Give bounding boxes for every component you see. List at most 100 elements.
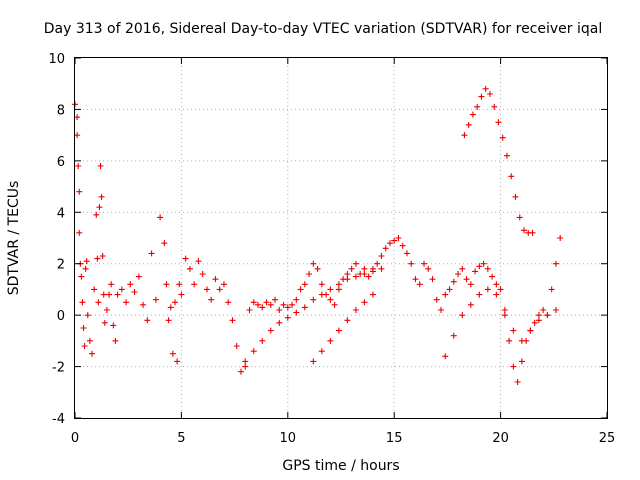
data-point: [186, 265, 193, 272]
data-point: [301, 281, 308, 288]
data-point: [96, 204, 103, 211]
data-point: [293, 296, 300, 303]
data-point: [552, 307, 559, 313]
data-point: [506, 337, 513, 344]
data-point: [165, 317, 172, 324]
data-point: [310, 260, 317, 267]
data-point: [259, 304, 266, 311]
data-point: [76, 229, 83, 236]
data-point: [352, 260, 359, 267]
data-point: [272, 296, 279, 303]
data-point: [476, 263, 483, 270]
data-point: [250, 348, 257, 355]
x-tick-label: 5: [177, 431, 185, 446]
data-point: [501, 312, 508, 319]
data-point: [306, 271, 313, 277]
data-point: [172, 299, 179, 306]
data-point: [74, 132, 81, 139]
y-tick-label: 8: [57, 103, 65, 118]
data-point: [140, 301, 147, 308]
x-tick-label: 20: [492, 431, 509, 446]
data-point: [352, 273, 359, 280]
data-point: [216, 286, 223, 293]
data-point: [76, 188, 83, 195]
data-point: [344, 317, 351, 324]
data-point: [514, 379, 521, 385]
data-point: [484, 265, 491, 272]
data-point: [108, 281, 115, 288]
data-point: [97, 163, 104, 169]
data-point: [438, 307, 445, 313]
data-point: [482, 85, 489, 92]
data-point: [242, 358, 249, 365]
data-point: [237, 368, 244, 375]
data-point: [486, 91, 493, 97]
data-point: [442, 291, 449, 298]
data-point: [93, 211, 100, 218]
data-point: [544, 312, 551, 319]
data-point: [450, 278, 457, 285]
data-point: [114, 291, 121, 298]
data-point: [176, 281, 183, 288]
data-point: [548, 286, 555, 293]
data-point: [344, 276, 351, 283]
data-point: [408, 260, 415, 267]
x-tick-label: 15: [386, 431, 403, 446]
data-point: [167, 304, 174, 311]
data-point: [297, 286, 304, 293]
data-point: [510, 363, 517, 370]
data-point: [83, 258, 90, 265]
data-point: [335, 281, 342, 288]
data-point: [81, 343, 88, 349]
data-point: [229, 317, 236, 324]
data-point: [501, 307, 508, 313]
data-point: [310, 358, 317, 365]
data-point: [446, 286, 453, 293]
data-point: [465, 121, 472, 128]
data-point: [103, 307, 110, 313]
x-tick-label: 10: [280, 431, 297, 446]
data-point: [212, 276, 219, 283]
data-point: [89, 350, 96, 357]
data-point: [199, 271, 206, 277]
data-point: [540, 307, 547, 313]
data-point: [293, 309, 300, 316]
data-point: [461, 132, 468, 139]
data-point: [225, 299, 232, 306]
data-point: [361, 299, 368, 306]
data-point: [365, 273, 372, 280]
data-point: [208, 296, 215, 303]
data-point: [489, 273, 496, 280]
data-point: [191, 281, 198, 288]
data-point: [301, 304, 308, 311]
data-point: [276, 319, 283, 326]
data-point: [203, 286, 210, 293]
grid-layer: [75, 58, 607, 418]
y-tick-label: 0: [57, 309, 65, 324]
data-point: [348, 265, 355, 272]
data-point: [335, 327, 342, 334]
data-point: [459, 265, 466, 272]
data-point: [442, 353, 449, 360]
data-point: [112, 337, 119, 344]
data-point: [148, 250, 155, 257]
data-point: [391, 237, 398, 244]
data-point: [327, 286, 334, 293]
data-point: [535, 312, 542, 319]
plot-frame: [74, 57, 608, 419]
data-point: [255, 301, 262, 308]
data-point: [491, 103, 498, 110]
data-point: [510, 327, 517, 334]
data-point: [118, 286, 125, 293]
data-point: [476, 291, 483, 298]
data-point: [420, 260, 427, 267]
y-axis-label: SDTVAR / TECUs: [6, 181, 22, 296]
data-point: [135, 273, 142, 280]
data-point: [161, 240, 168, 247]
y-tick-label: 6: [57, 155, 65, 170]
data-point: [331, 301, 338, 308]
data-point: [157, 214, 164, 221]
data-point: [395, 235, 402, 241]
data-point: [450, 332, 457, 339]
